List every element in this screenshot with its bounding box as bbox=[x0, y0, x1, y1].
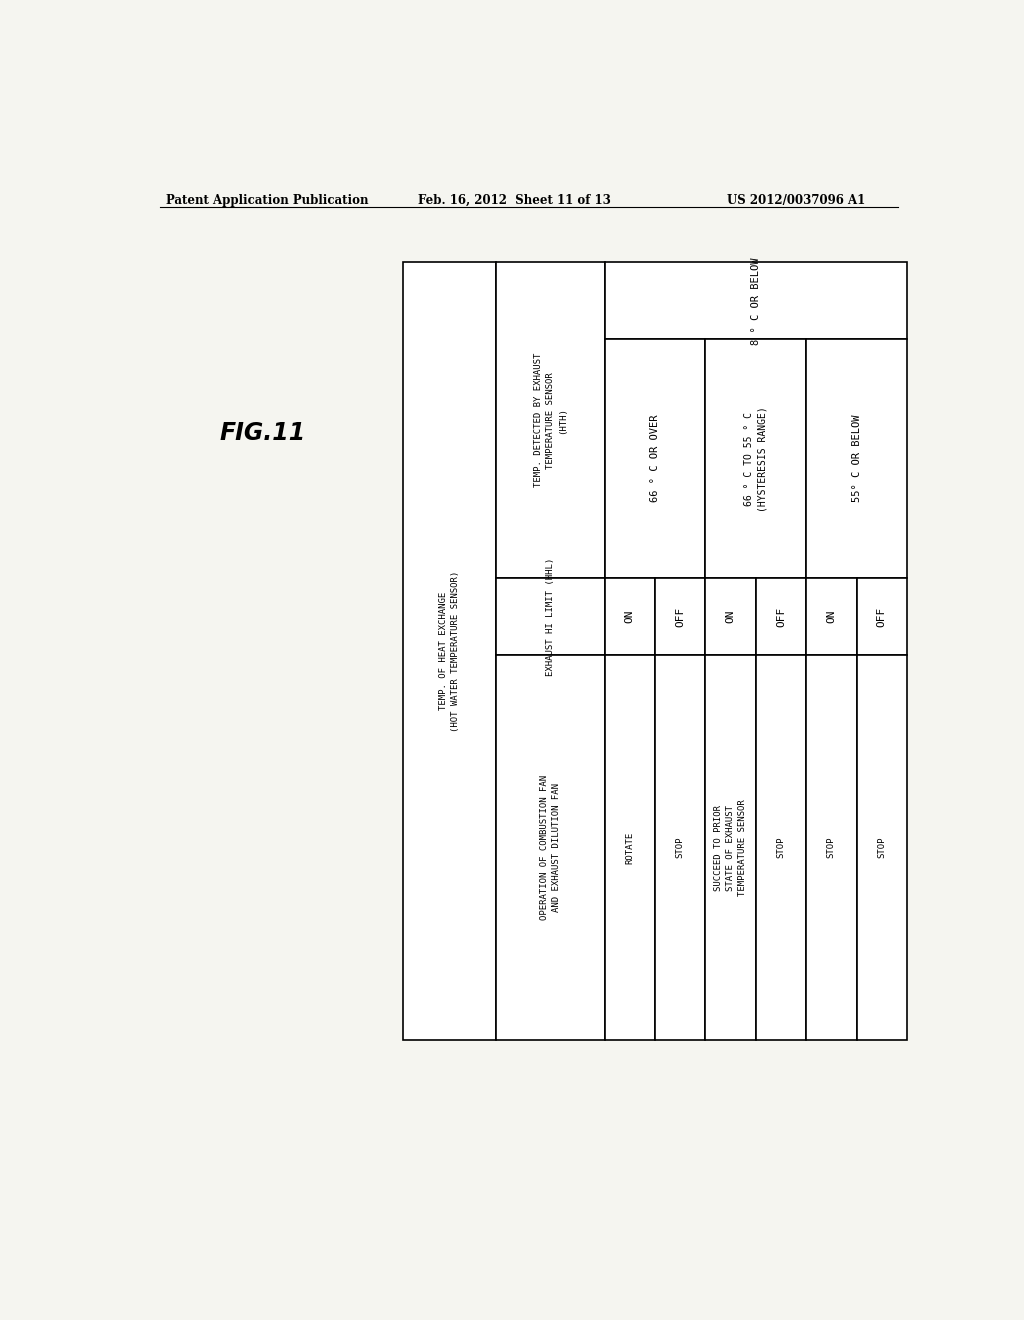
Bar bbox=[403, 263, 496, 1040]
Text: OFF: OFF bbox=[675, 606, 685, 627]
Bar bbox=[604, 339, 706, 578]
Bar bbox=[604, 263, 907, 339]
Bar bbox=[856, 655, 907, 1040]
Text: STOP: STOP bbox=[878, 837, 886, 858]
Bar bbox=[655, 578, 706, 655]
Text: FIG.11: FIG.11 bbox=[219, 421, 305, 445]
Bar bbox=[496, 578, 604, 655]
Bar bbox=[496, 655, 604, 1040]
Text: STOP: STOP bbox=[826, 837, 836, 858]
Text: ON: ON bbox=[625, 610, 635, 623]
Text: TEMP. OF HEAT EXCHANGE
(HOT WATER TEMPERATURE SENSOR): TEMP. OF HEAT EXCHANGE (HOT WATER TEMPER… bbox=[439, 570, 460, 731]
Text: OPERATION OF COMBUSTION FAN
AND EXHAUST DILUTION FAN: OPERATION OF COMBUSTION FAN AND EXHAUST … bbox=[540, 775, 561, 920]
Text: EXHAUST HI LIMIT (HHL): EXHAUST HI LIMIT (HHL) bbox=[546, 557, 555, 676]
Text: OFF: OFF bbox=[877, 606, 887, 627]
Text: ON: ON bbox=[826, 610, 837, 623]
Text: 66 ° C OR OVER: 66 ° C OR OVER bbox=[650, 414, 660, 503]
Text: STOP: STOP bbox=[676, 837, 685, 858]
Text: 8 ° C OR BELOW: 8 ° C OR BELOW bbox=[751, 257, 761, 345]
Text: Feb. 16, 2012  Sheet 11 of 13: Feb. 16, 2012 Sheet 11 of 13 bbox=[418, 194, 610, 207]
Bar bbox=[604, 655, 655, 1040]
Text: US 2012/0037096 A1: US 2012/0037096 A1 bbox=[727, 194, 865, 207]
Text: 55° C OR BELOW: 55° C OR BELOW bbox=[852, 414, 861, 503]
Text: OFF: OFF bbox=[776, 606, 786, 627]
Bar bbox=[806, 339, 907, 578]
Text: STOP: STOP bbox=[776, 837, 785, 858]
Text: ROTATE: ROTATE bbox=[626, 832, 634, 863]
Bar bbox=[706, 339, 806, 578]
Bar bbox=[856, 578, 907, 655]
Bar bbox=[706, 578, 756, 655]
Text: ON: ON bbox=[726, 610, 735, 623]
Bar bbox=[756, 655, 806, 1040]
Text: SUCCEED TO PRIOR
STATE OF EXHAUST
TEMPERATURE SENSOR: SUCCEED TO PRIOR STATE OF EXHAUST TEMPER… bbox=[715, 799, 746, 896]
Bar bbox=[806, 578, 856, 655]
Text: TEMP. DETECTED BY EXHAUST
TEMPERATURE SENSOR
(HTH): TEMP. DETECTED BY EXHAUST TEMPERATURE SE… bbox=[535, 352, 566, 487]
Bar bbox=[496, 263, 604, 578]
Text: Patent Application Publication: Patent Application Publication bbox=[166, 194, 369, 207]
Bar bbox=[604, 578, 655, 655]
Text: 66 ° C TO 55 ° C
(HYSTERESIS RANGE): 66 ° C TO 55 ° C (HYSTERESIS RANGE) bbox=[744, 405, 767, 512]
Bar bbox=[756, 578, 806, 655]
Bar bbox=[706, 655, 756, 1040]
Bar bbox=[806, 655, 856, 1040]
Bar bbox=[655, 655, 706, 1040]
